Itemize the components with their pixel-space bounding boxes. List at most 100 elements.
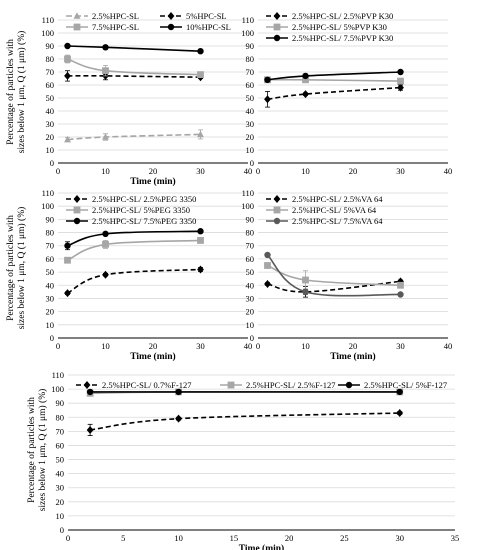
series-1 (264, 83, 404, 108)
data-point (264, 76, 271, 84)
x-axis-title: Time (min) (330, 351, 375, 362)
data-point (302, 276, 309, 284)
series-line (267, 86, 401, 101)
data-point (64, 289, 71, 298)
y-tick-label: 30 (246, 119, 255, 129)
data-point (264, 279, 271, 288)
data-point (397, 68, 404, 76)
y-tick-label: 110 (52, 370, 64, 380)
data-point (264, 251, 271, 259)
y-tick-label: 60 (246, 254, 255, 264)
legend-1: 2.5%HPC-SL 5%HPC-SL 7.5%HPC-SL 10%HPC-SL (66, 11, 231, 32)
y-tick-label: 50 (46, 267, 55, 277)
legend-marker (73, 217, 81, 225)
series-3 (264, 251, 404, 298)
legend-label: 2.5%HPC-SL/ 2.5%F-127 (246, 380, 336, 390)
x-tick-label: 10 (101, 166, 110, 176)
legend-marker (345, 381, 353, 389)
y-tick-label: 60 (46, 80, 55, 90)
series-3 (64, 228, 204, 251)
y-tick-label: 20 (46, 307, 55, 317)
legend-label: 2.5%HPC-SL/ 5%PVP K30 (292, 22, 387, 32)
x-tick-label: 15 (230, 533, 239, 543)
y-tick-label: 30 (46, 119, 55, 129)
y-tick-label: 70 (56, 426, 65, 436)
y-tick-label: 70 (46, 67, 55, 77)
data-point (64, 71, 71, 80)
data-point (264, 262, 271, 269)
y-tick-label: 50 (246, 93, 255, 103)
legend-label: 2.5%HPC-SL/ 2.5%PEG 3350 (92, 194, 196, 204)
x-tick-label: 10 (101, 341, 110, 351)
data-point (397, 77, 404, 85)
x-tick-label: 0 (56, 166, 60, 176)
data-point (397, 291, 404, 298)
y-tick-label: 60 (246, 80, 255, 90)
y-tick-label: 20 (246, 132, 255, 142)
legend-label: 2.5%HPC-SL/ 2.5%VA 64 (292, 194, 383, 204)
data-point (102, 241, 109, 248)
data-point (64, 135, 71, 143)
x-axis-title: Time (min) (130, 351, 175, 362)
y-axis-title-3-line1: Percentage of particles with (5, 215, 16, 321)
y-axis-title-5-line2: sizes below 1 μm, Q (1 μm) (%) (37, 389, 48, 512)
data-point (86, 388, 94, 396)
x-tick-label: 20 (149, 166, 158, 176)
legend-marker (273, 217, 281, 225)
x-tick-label: 0 (256, 341, 260, 351)
y-tick-label: 10 (246, 320, 255, 330)
y-tick-label: 110 (42, 15, 54, 25)
legend-4: 2.5%HPC-SL/ 2.5%VA 642.5%HPC-SL/ 5%VA 64… (266, 194, 383, 226)
y-tick-label: 90 (246, 214, 255, 224)
data-point (64, 242, 71, 249)
y-tick-label: 90 (46, 41, 55, 51)
series-1 (86, 409, 404, 436)
y-tick-label: 30 (46, 293, 55, 303)
y-tick-label: 0 (50, 333, 54, 343)
legend-label: 2.5%HPC-SL/ 0.7%F-127 (102, 380, 192, 390)
legend-label: 10%HPC-SL (186, 22, 231, 32)
data-point (197, 48, 204, 55)
y-tick-label: 70 (46, 241, 55, 251)
y-tick-label: 110 (42, 188, 54, 198)
y-tick-label: 80 (46, 228, 55, 238)
series-3 (264, 68, 404, 84)
legend-marker (273, 206, 281, 214)
legend-marker (73, 23, 81, 31)
x-tick-label: 40 (444, 166, 453, 176)
x-tick-label: 30 (396, 341, 405, 351)
legend-label: 2.5%HPC-SL/ 7.5%PVP K30 (292, 33, 393, 43)
legend-label: 5%HPC-SL (186, 11, 227, 21)
data-point (175, 388, 182, 396)
data-point (102, 230, 109, 238)
y-tick-label: 10 (46, 320, 55, 330)
legend-label: 2.5%HPC-SL/ 5%VA 64 (292, 205, 377, 215)
legend-marker (73, 12, 81, 19)
y-tick-label: 50 (46, 93, 55, 103)
x-tick-label: 25 (340, 533, 349, 543)
data-point (102, 270, 109, 279)
data-point (197, 228, 204, 235)
data-point (102, 133, 109, 140)
data-point (86, 425, 94, 434)
x-axis-title: Time (min) (239, 543, 284, 550)
y-tick-label: 110 (242, 188, 254, 198)
chart-panel-4: 0 10 20 30 40 50 60 70 80 90 100 110 0 10 20 30 40 Time (… (241, 188, 452, 362)
y-tick-label: 50 (246, 267, 255, 277)
legend-label: 2.5%HPC-SL/ 5%F-127 (364, 380, 447, 390)
y-tick-label: 80 (46, 54, 55, 64)
data-point (64, 55, 71, 63)
data-point (197, 265, 204, 274)
series-line (90, 412, 400, 431)
y-axis-title-5-line1: Percentage of particles with (26, 397, 37, 503)
y-tick-label: 20 (46, 132, 55, 142)
data-point (302, 90, 309, 99)
y-tick-label: 0 (50, 158, 54, 168)
x-tick-label: 10 (301, 341, 310, 351)
legend-marker (83, 381, 91, 389)
